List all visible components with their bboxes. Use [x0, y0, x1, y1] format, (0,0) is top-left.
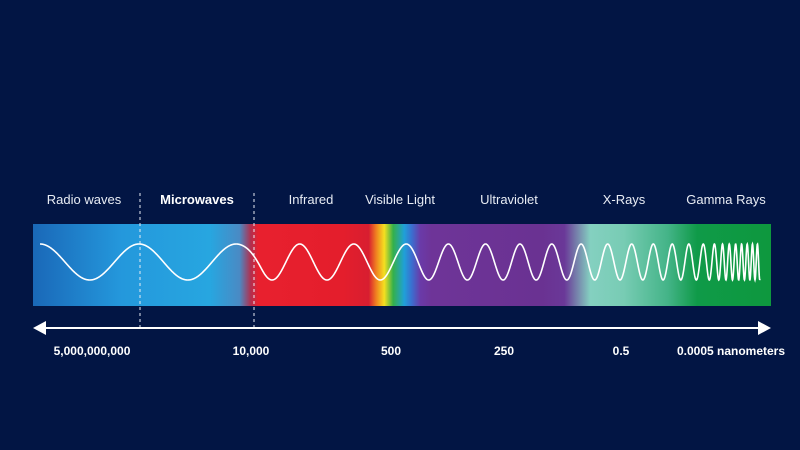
label-visible-light: Visible Light: [365, 192, 435, 207]
wavelength-value: 250: [493, 344, 515, 358]
label-infrared: Infrared: [288, 192, 334, 207]
label-ultraviolet: Ultraviolet: [480, 192, 538, 207]
wavelength-value: 10,000: [232, 344, 270, 358]
arrow-right-icon: [758, 321, 771, 335]
label-radio-waves: Radio waves: [46, 192, 122, 207]
label-microwaves: Microwaves: [160, 192, 234, 207]
wavelength-value: 500: [380, 344, 402, 358]
wavelength-value: 0.0005 nanometers: [676, 344, 786, 358]
wave-line: [40, 241, 761, 283]
wavelength-value: 5,000,000,000: [53, 344, 131, 358]
arrow-left-icon: [33, 321, 46, 335]
wavelength-value: 0.5: [612, 344, 630, 358]
label-x-rays: X-Rays: [602, 192, 646, 207]
label-gamma-rays: Gamma Rays: [686, 192, 766, 207]
